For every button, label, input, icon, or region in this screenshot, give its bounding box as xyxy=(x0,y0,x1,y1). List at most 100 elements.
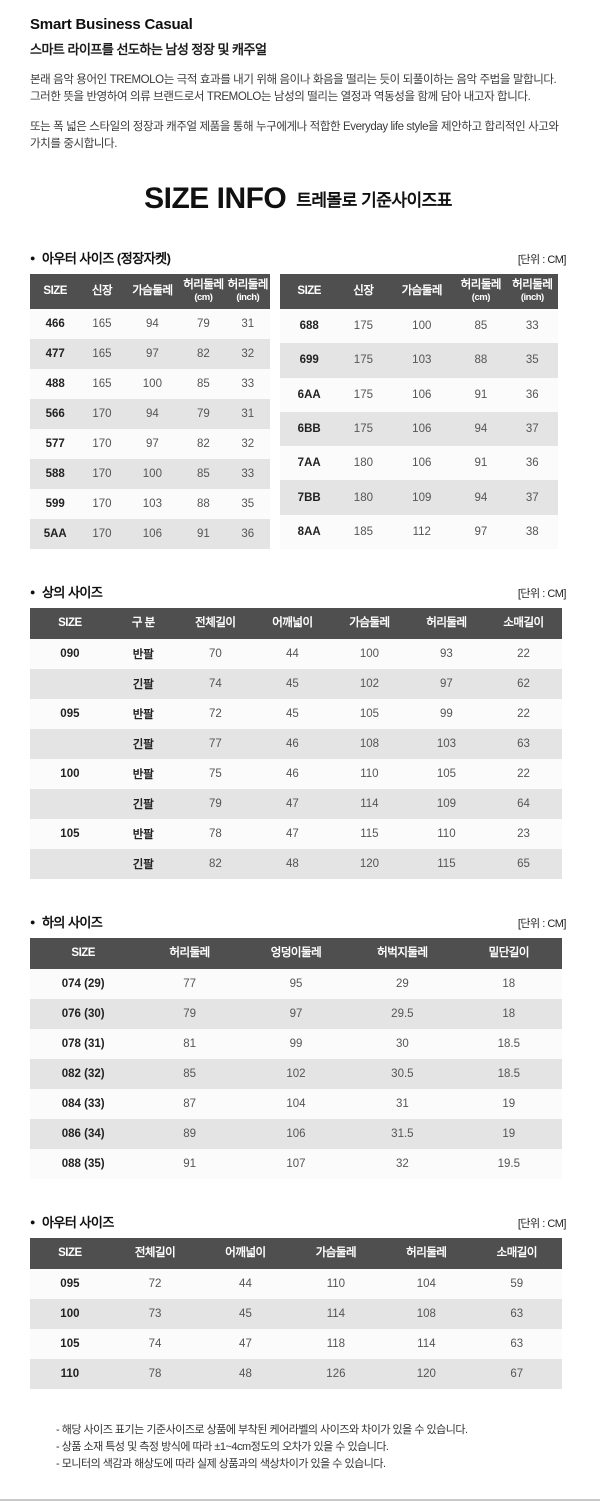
value-cell: 23 xyxy=(484,819,562,849)
value-cell: 48 xyxy=(200,1359,291,1389)
value-cell: 112 xyxy=(388,514,456,549)
column-header: 허리둘레 xyxy=(381,1238,472,1269)
column-header: 허리둘레 (cm) xyxy=(455,274,507,309)
size-cell xyxy=(30,669,110,699)
size-cell xyxy=(30,789,110,819)
value-cell: 94 xyxy=(455,480,507,515)
value-cell: 35 xyxy=(506,343,558,378)
value-cell: 32 xyxy=(225,429,270,459)
table-row: 599 170 103 88 35 xyxy=(30,489,270,519)
value-cell: 103 xyxy=(123,489,182,519)
value-cell: 22 xyxy=(484,759,562,789)
section-label: ● 하의 사이즈 xyxy=(30,915,103,930)
column-header: 허리둘레 (inch) xyxy=(506,274,558,309)
section-header-outerwear: ● 아우터 사이즈 [단위 : CM] xyxy=(30,1212,567,1231)
section-header-outer-jacket: ● 아우터 사이즈 (정장자켓) [단위 : CM] xyxy=(30,248,567,267)
value-cell: 165 xyxy=(80,369,124,399)
table-row: 100 반팔 75 46 110 105 22 xyxy=(30,759,562,789)
value-cell: 114 xyxy=(381,1329,472,1359)
value-cell: 79 xyxy=(181,399,226,429)
value-cell: 106 xyxy=(388,446,456,481)
column-header: 소매길이 xyxy=(471,1238,562,1269)
value-cell: 62 xyxy=(484,669,562,699)
tops-size-table: SIZE 구 분 전체길이 어깨넓이 가슴둘레 허리둘레 소매길이 090 반팔 70 44 100 9… xyxy=(30,608,562,879)
table-row: 084 (33) 87 104 31 19 xyxy=(30,1089,562,1119)
table-row: 095 반팔 72 45 105 99 22 xyxy=(30,699,562,729)
value-cell: 긴팔 xyxy=(109,849,177,879)
value-cell: 77 xyxy=(136,969,243,999)
value-cell: 32 xyxy=(225,339,270,369)
table-row: 긴팔 74 45 102 97 62 xyxy=(30,669,562,699)
table-row: 6BB 175 106 94 37 xyxy=(280,411,558,447)
value-cell: 91 xyxy=(455,377,507,412)
value-cell: 18.5 xyxy=(455,1059,562,1089)
value-cell: 82 xyxy=(181,429,226,459)
value-cell: 91 xyxy=(181,519,226,549)
outerwear-size-table: SIZE 전체길이 어깨넓이 가슴둘레 허리둘레 소매길이 095 72 44 110 104 59 1… xyxy=(30,1238,562,1389)
value-cell: 170 xyxy=(80,519,124,549)
size-cell: 488 xyxy=(30,369,81,399)
value-cell: 37 xyxy=(506,480,558,515)
unit-label: [단위 : CM] xyxy=(517,1218,567,1230)
section-header-tops: ● 상의 사이즈 [단위 : CM] xyxy=(30,582,567,601)
column-header: 전체길이 xyxy=(176,608,254,639)
table-row: 488 165 100 85 33 xyxy=(30,369,270,399)
table-row: 6AA 175 106 91 36 xyxy=(280,377,558,412)
size-info-title: SIZE INFO 트레몰로 기준사이즈표 xyxy=(30,182,566,216)
brand-intro-paragraph-1: 본래 음악 용어인 TREMOLO는 극적 효과를 내기 위해 음이나 화음을 … xyxy=(30,72,564,105)
value-cell: 44 xyxy=(200,1269,291,1299)
value-cell: 82 xyxy=(181,339,226,369)
column-header: 가슴둘레 xyxy=(290,1238,382,1269)
value-cell: 95 xyxy=(242,969,350,999)
table-row: 466 165 94 79 31 xyxy=(30,309,270,339)
table-row: 577 170 97 82 32 xyxy=(30,429,270,459)
size-cell: 078 (31) xyxy=(30,1029,137,1059)
value-cell: 46 xyxy=(253,759,331,789)
value-cell: 104 xyxy=(242,1089,350,1119)
table-row: 긴팔 79 47 114 109 64 xyxy=(30,789,562,819)
value-cell: 81 xyxy=(136,1029,243,1059)
size-cell: 082 (32) xyxy=(30,1059,137,1089)
table-row: 105 반팔 78 47 115 110 23 xyxy=(30,819,562,849)
value-cell: 105 xyxy=(330,699,408,729)
column-header: SIZE xyxy=(30,608,110,639)
table-row: 699 175 103 88 35 xyxy=(280,343,558,378)
tables-row: SIZE 허리둘레 엉덩이둘레 허벅지둘레 밑단길이 074 (29) 77 95 29 18 07… xyxy=(30,938,566,1179)
table-row: 477 165 97 82 32 xyxy=(30,339,270,369)
bullet-icon: ● xyxy=(30,587,35,597)
value-cell: 75 xyxy=(176,759,254,789)
value-cell: 97 xyxy=(123,429,182,459)
value-cell: 180 xyxy=(338,446,389,481)
column-header: SIZE xyxy=(30,1238,110,1269)
value-cell: 63 xyxy=(471,1299,562,1329)
size-cell: 105 xyxy=(30,819,110,849)
value-cell: 106 xyxy=(388,377,456,412)
size-info-title-en: SIZE INFO xyxy=(144,182,287,215)
value-cell: 77 xyxy=(176,729,254,759)
size-cell: 8AA xyxy=(280,514,339,549)
column-header: 어깨넓이 xyxy=(200,1238,291,1269)
value-cell: 32 xyxy=(349,1149,456,1179)
section-header-bottoms: ● 하의 사이즈 [단위 : CM] xyxy=(30,912,567,931)
brand-intro-line-2: 그러한 뜻을 반영하여 의류 브랜드로서 TREMOLO는 남성의 떨리는 열정… xyxy=(30,90,531,103)
size-cell: 566 xyxy=(30,399,81,429)
table-row: 100 73 45 114 108 63 xyxy=(30,1299,562,1329)
value-cell: 74 xyxy=(176,669,254,699)
value-cell: 118 xyxy=(290,1329,382,1359)
value-cell: 긴팔 xyxy=(109,669,177,699)
value-cell: 18 xyxy=(455,999,562,1029)
value-cell: 31 xyxy=(349,1089,456,1119)
table-row: 078 (31) 81 99 30 18.5 xyxy=(30,1029,562,1059)
column-header: SIZE xyxy=(30,938,137,969)
brand-intro-line-1: 본래 음악 용어인 TREMOLO는 극적 효과를 내기 위해 음이나 화음을 … xyxy=(30,74,557,86)
column-header: 소매길이 xyxy=(484,608,562,639)
value-cell: 59 xyxy=(471,1269,562,1299)
value-cell: 38 xyxy=(506,514,558,549)
value-cell: 104 xyxy=(381,1269,472,1299)
size-info-title-ko: 트레몰로 기준사이즈표 xyxy=(296,191,452,210)
bottoms-size-table: SIZE 허리둘레 엉덩이둘레 허벅지둘레 밑단길이 074 (29) 77 95 29 18 07… xyxy=(30,938,562,1179)
size-cell xyxy=(30,729,110,759)
value-cell: 반팔 xyxy=(109,639,177,669)
section-outer-jacket: ● 아우터 사이즈 (정장자켓) [단위 : CM] SIZE 신장 가슴둘레 허리둘레 (c… xyxy=(30,248,567,549)
value-cell: 85 xyxy=(455,309,507,344)
